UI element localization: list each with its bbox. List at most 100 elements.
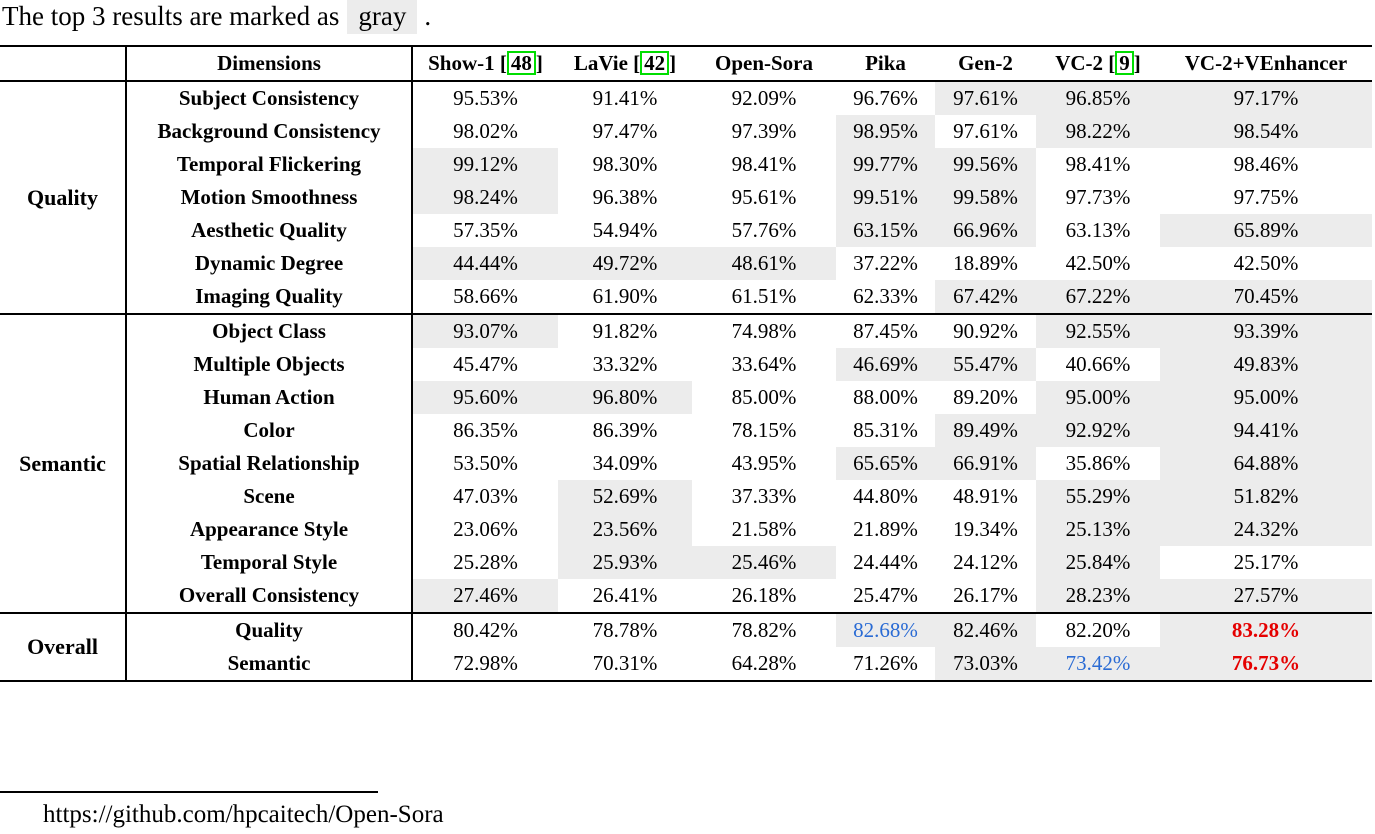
value-cell-lavie: 52.69% — [558, 480, 692, 513]
value-cell-open-sora: 43.95% — [731, 451, 797, 475]
value-cell-gen-2: 24.12% — [953, 550, 1018, 574]
citation-link[interactable]: 48 — [506, 51, 536, 75]
value-cell-gen-2: 90.92% — [953, 319, 1018, 343]
dimension-label: Temporal Flickering — [126, 148, 413, 181]
value-cell-vc-2: 92.92% — [1036, 414, 1160, 447]
value-cell-vc-2-venhancer: 76.73% — [1160, 647, 1372, 681]
value-cell-lavie: 96.38% — [592, 185, 658, 209]
column-header-pika: Pika — [836, 46, 935, 81]
value-cell-vc-2: 92.55% — [1036, 314, 1160, 348]
value-cell-pika: 25.47% — [853, 583, 918, 607]
value-cell-pika: 96.76% — [853, 86, 918, 110]
value-cell-pika: 85.31% — [853, 418, 918, 442]
value-cell-vc-2-venhancer: 42.50% — [1233, 251, 1299, 275]
value-cell-vc-2-venhancer: 24.32% — [1160, 513, 1372, 546]
value-cell-vc-2-venhancer: 27.57% — [1160, 579, 1372, 613]
value-cell-show-1: 44.44% — [412, 247, 558, 280]
table-row-semantic: Semantic 72.98% 70.31% 64.28% 71.26% 73.03% 73… — [0, 647, 1372, 681]
value-cell-gen-2: 89.49% — [935, 414, 1036, 447]
column-header-gen-2: Gen-2 — [935, 46, 1036, 81]
value-cell-open-sora: 98.41% — [731, 152, 797, 176]
value-cell-show-1: 53.50% — [453, 451, 518, 475]
value-cell-lavie: 70.31% — [592, 651, 658, 675]
value-cell-open-sora: 33.64% — [731, 352, 797, 376]
value-cell-vc-2-venhancer: 98.54% — [1160, 115, 1372, 148]
value-cell-vc-2: 67.22% — [1036, 280, 1160, 314]
value-cell-lavie: 98.30% — [592, 152, 658, 176]
table-row-color: Color 86.35% 86.39% 78.15% 85.31% 89.49% 92.92… — [0, 414, 1372, 447]
value-cell-vc-2: 95.00% — [1036, 381, 1160, 414]
value-cell-open-sora: 78.15% — [731, 418, 797, 442]
value-cell-pika: 62.33% — [853, 284, 918, 308]
table-row-background-consistency: Background Consistency 98.02% 97.47% 97.39%… — [0, 115, 1372, 148]
column-header-vc-2: VC-2 [9] — [1055, 51, 1141, 75]
column-header-vc-2-venhancer: VC-2+VEnhancer — [1160, 46, 1372, 81]
footnote-url-link[interactable]: https://github.com/hpcaitech/Open-Sora — [43, 801, 444, 828]
value-cell-gen-2: 97.61% — [953, 119, 1018, 143]
value-cell-pika: 71.26% — [853, 651, 918, 675]
value-cell-gen-2: 19.34% — [953, 517, 1018, 541]
dimension-label: Appearance Style — [126, 513, 413, 546]
value-cell-vc-2-venhancer: 70.45% — [1160, 280, 1372, 314]
table-row-appearance-style: Appearance Style 23.06% 23.56% 21.58% 21.89%… — [0, 513, 1372, 546]
column-header-dimensions: Dimensions — [126, 46, 413, 81]
value-cell-vc-2-venhancer: 97.75% — [1233, 185, 1299, 209]
value-cell-show-1: 27.46% — [412, 579, 558, 613]
benchmark-table: Dimensions Show-1 [48] LaVie [42] Open-Sor… — [0, 45, 1372, 682]
citation-link[interactable]: 42 — [640, 51, 670, 75]
value-cell-open-sora: 95.61% — [731, 185, 797, 209]
value-cell-lavie: 34.09% — [592, 451, 658, 475]
group-label-overall: Overall — [0, 613, 127, 681]
value-cell-vc-2-venhancer: 51.82% — [1160, 480, 1372, 513]
value-cell-gen-2: 26.17% — [953, 583, 1018, 607]
value-cell-pika: 24.44% — [853, 550, 918, 574]
dimension-label: Scene — [126, 480, 413, 513]
value-cell-pika: 37.22% — [853, 251, 918, 275]
citation-link[interactable]: 9 — [1115, 51, 1134, 75]
dimension-label: Dynamic Degree — [126, 247, 413, 280]
value-cell-gen-2: 48.91% — [953, 484, 1018, 508]
table-row-motion-smoothness: Motion Smoothness 98.24% 96.38% 95.61% 99.51… — [0, 181, 1372, 214]
dimension-label: Human Action — [126, 381, 413, 414]
value-cell-pika: 87.45% — [853, 319, 918, 343]
value-cell-vc-2-venhancer: 93.39% — [1160, 314, 1372, 348]
header-row: Dimensions Show-1 [48] LaVie [42] Open-Sor… — [0, 46, 1372, 81]
value-cell-vc-2-venhancer: 64.88% — [1160, 447, 1372, 480]
value-cell-open-sora: 78.82% — [731, 618, 797, 642]
column-header-show-1: Show-1 [48] — [428, 51, 543, 75]
group-label-semantic: Semantic — [0, 314, 127, 613]
column-header-lavie: LaVie [42] — [573, 51, 677, 75]
value-cell-open-sora: 25.46% — [692, 546, 836, 579]
table-row-spatial-relationship: Spatial Relationship 53.50% 34.09% 43.95% 65… — [0, 447, 1372, 480]
table-row-object-class: Semantic Object Class 93.07% 91.82% 74.98% 87… — [0, 314, 1372, 613]
dimension-label: Imaging Quality — [126, 280, 413, 314]
value-cell-open-sora: 85.00% — [731, 385, 797, 409]
dimension-label: Subject Consistency — [126, 81, 413, 115]
value-cell-lavie: 26.41% — [592, 583, 658, 607]
value-cell-show-1: 95.60% — [412, 381, 558, 414]
value-cell-gen-2: 66.91% — [935, 447, 1036, 480]
model-name: Show-1 — [428, 51, 495, 75]
group-label-quality: Quality — [0, 81, 127, 314]
dimension-label: Temporal Style — [126, 546, 413, 579]
value-cell-show-1: 45.47% — [453, 352, 518, 376]
value-cell-vc-2: 25.13% — [1036, 513, 1160, 546]
value-cell-gen-2: 99.56% — [935, 148, 1036, 181]
value-cell-pika: 99.51% — [836, 181, 935, 214]
value-cell-lavie: 97.47% — [592, 119, 658, 143]
table-row-dynamic-degree: Dynamic Degree 44.44% 49.72% 48.61% 37.22% 18… — [0, 247, 1372, 280]
value-cell-gen-2: 73.03% — [935, 647, 1036, 681]
column-header-open-sora: Open-Sora — [692, 46, 836, 81]
table-body: Quality Subject Consistency 95.53% 91.41% 92… — [0, 81, 1372, 681]
value-cell-open-sora: 97.39% — [731, 119, 797, 143]
value-cell-open-sora: 48.61% — [692, 247, 836, 280]
value-cell-show-1: 57.35% — [453, 218, 518, 242]
value-cell-vc-2-venhancer: 25.17% — [1233, 550, 1299, 574]
value-cell-lavie: 86.39% — [592, 418, 658, 442]
dimension-label: Motion Smoothness — [126, 181, 413, 214]
table-header: Dimensions Show-1 [48] LaVie [42] Open-Sor… — [0, 46, 1372, 81]
value-cell-vc-2: 63.13% — [1065, 218, 1131, 242]
value-cell-vc-2-venhancer: 98.46% — [1233, 152, 1299, 176]
dimension-label: Semantic — [126, 647, 413, 681]
value-cell-vc-2: 40.66% — [1065, 352, 1131, 376]
